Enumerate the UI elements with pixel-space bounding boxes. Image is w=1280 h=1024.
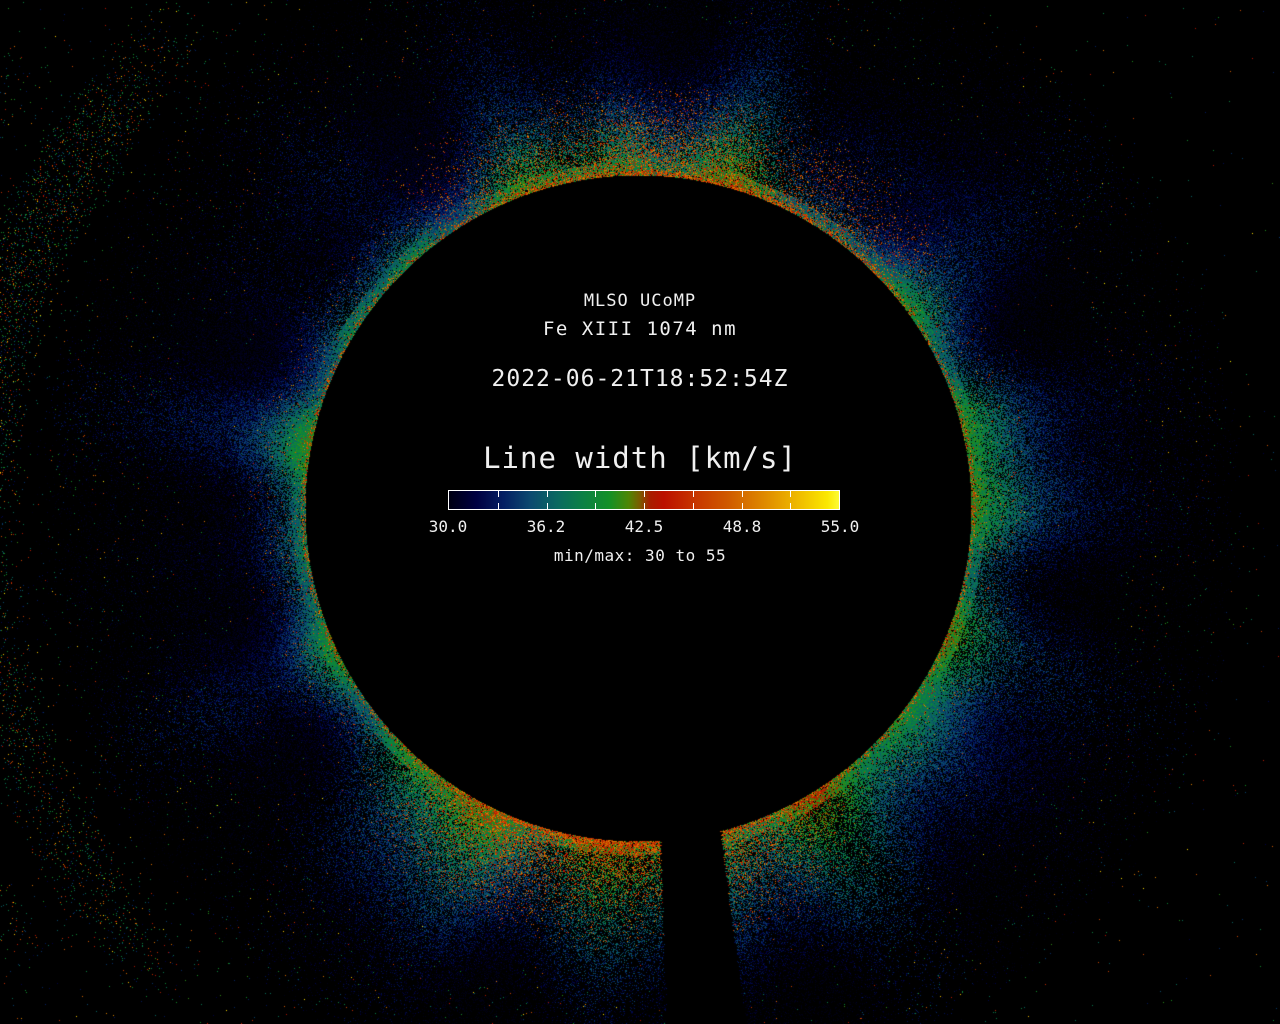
colorbar-tick bbox=[497, 491, 499, 497]
observatory-label: MLSO UCoMP bbox=[583, 291, 697, 311]
colorbar-tick bbox=[692, 491, 694, 497]
colorbar-tick bbox=[644, 503, 645, 509]
spectral-line-label: Fe XIII 1074 nm bbox=[542, 318, 738, 340]
colorbar-tick bbox=[546, 491, 548, 497]
timestamp-label: 2022-06-21T18:52:54Z bbox=[491, 366, 789, 392]
colorbar-tick bbox=[546, 503, 548, 509]
minmax-label: min/max: 30 to 55 bbox=[553, 546, 727, 565]
colorbar-tick-label: 30.0 bbox=[428, 517, 468, 536]
colorbar-tick bbox=[790, 491, 792, 497]
colorbar-tick bbox=[497, 503, 499, 509]
colorbar-tick bbox=[741, 491, 743, 497]
colorbar-tick bbox=[790, 503, 792, 509]
colorbar-tick-label: 48.8 bbox=[722, 517, 762, 536]
colorbar-tick bbox=[644, 491, 645, 497]
colorbar-tick-label: 42.5 bbox=[624, 517, 664, 536]
colorbar-tick bbox=[595, 491, 597, 497]
colorbar-tick-label: 55.0 bbox=[820, 517, 860, 536]
colorbar-title: Line width [km/s] bbox=[483, 441, 797, 475]
colorbar-tick-label: 36.2 bbox=[526, 517, 566, 536]
colorbar-tick-labels: 30.0 36.2 42.5 48.8 55.0 bbox=[429, 517, 860, 537]
colorbar-tick bbox=[595, 503, 597, 509]
colorbar-tick bbox=[741, 503, 743, 509]
colorbar-tick bbox=[692, 503, 694, 509]
colorbar bbox=[448, 490, 840, 510]
